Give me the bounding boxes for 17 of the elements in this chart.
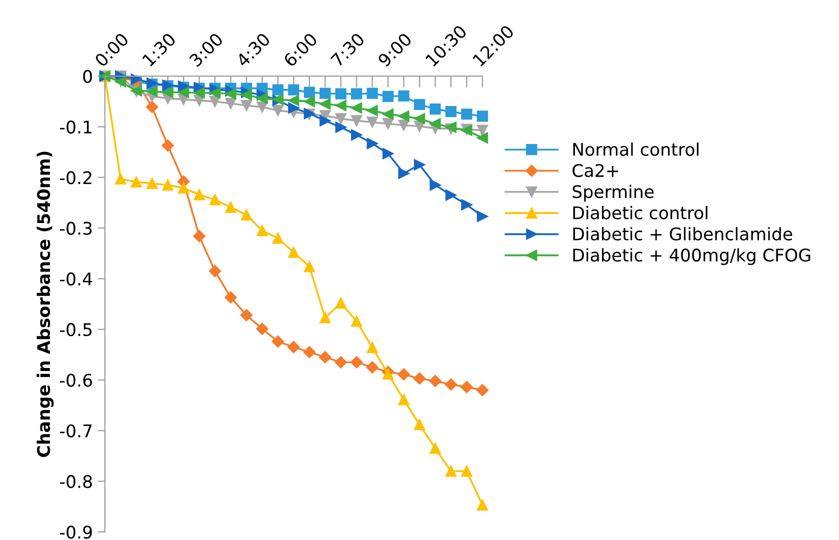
y-tick-label: -0.7 <box>60 424 92 438</box>
y-axis-title: Change in Absorbance (540nm) <box>36 152 54 457</box>
legend-label: Diabetic control <box>573 206 708 220</box>
y-tick-label: -0.9 <box>60 526 92 539</box>
y-tick-label: -0.3 <box>60 222 92 235</box>
legend-label: Normal control <box>573 142 698 156</box>
y-tick-label: -0.6 <box>60 374 92 387</box>
legend-label: Ca2+ <box>572 164 618 178</box>
legend-label: Spermine <box>572 184 654 202</box>
y-tick-label: -0.2 <box>60 171 92 184</box>
y-tick-label: -0.1 <box>60 120 92 134</box>
legend-label: Diabetic + 400mg/kg CFOG <box>573 248 810 266</box>
y-tick-label: -0.5 <box>60 323 92 336</box>
y-tick-label: -0.8 <box>60 474 92 488</box>
y-tick-label: 0 <box>83 70 92 83</box>
legend-label: Diabetic + Glibenclamide <box>573 227 792 241</box>
y-tick-label: -0.4 <box>60 272 92 286</box>
